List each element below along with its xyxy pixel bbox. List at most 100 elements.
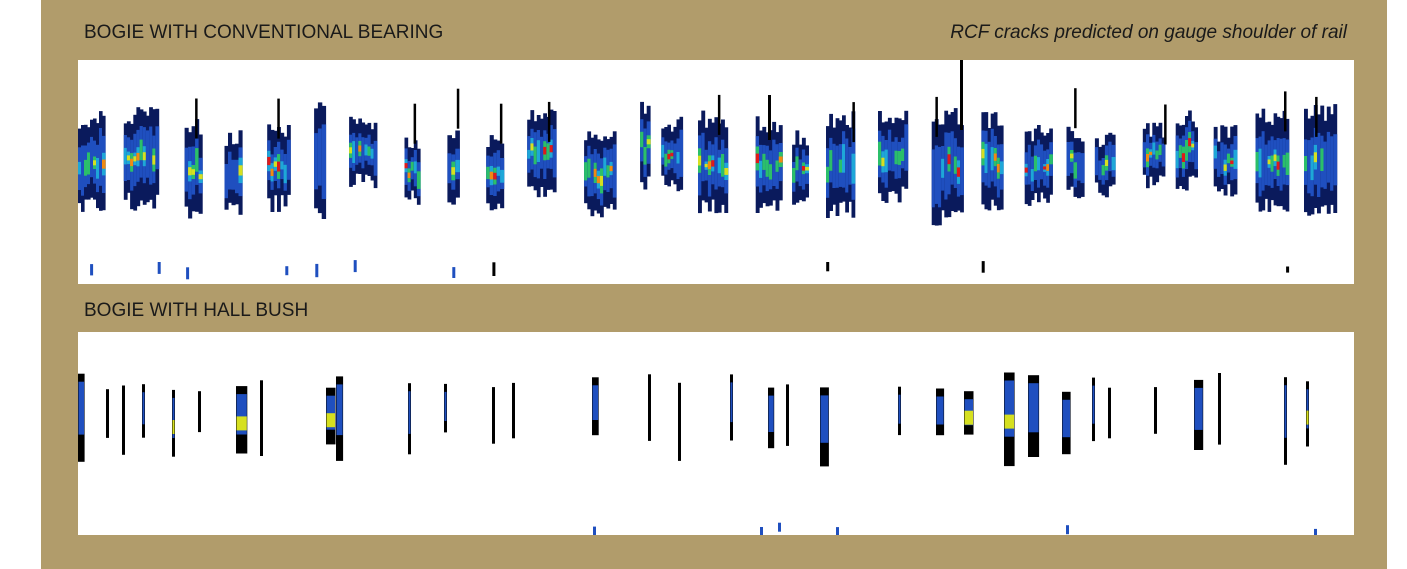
- crack-core: [838, 159, 843, 173]
- crack-band: [149, 126, 153, 185]
- crack-band: [1004, 380, 1015, 437]
- crack-band: [931, 149, 936, 208]
- crack-peak: [1313, 152, 1318, 163]
- crack-core: [546, 143, 551, 160]
- crack-peak: [273, 161, 278, 167]
- crack-core: [1049, 154, 1053, 165]
- crack-dot: [1286, 266, 1290, 273]
- crack-mark: [648, 374, 651, 441]
- crack-tick: [413, 103, 417, 144]
- crack-core: [894, 150, 899, 165]
- crack-dot: [186, 267, 190, 280]
- crack-peak: [404, 163, 409, 169]
- crack-core: [1255, 152, 1260, 172]
- crack-mark: [106, 389, 109, 438]
- crack-band: [155, 126, 160, 170]
- crack-core: [370, 148, 375, 159]
- crack-band: [798, 159, 803, 187]
- crack-core: [410, 161, 415, 171]
- crack-core: [953, 156, 958, 174]
- crack-core: [661, 144, 665, 158]
- crack-band: [1317, 132, 1321, 197]
- crack-core: [606, 165, 611, 178]
- crack-core: [500, 169, 505, 183]
- crack-band: [887, 129, 892, 171]
- crack-core: [486, 166, 491, 180]
- crack-mark: [122, 385, 125, 455]
- crack-core: [1213, 145, 1218, 159]
- crack-band: [228, 151, 233, 190]
- crack-dot: [760, 527, 763, 535]
- crack-band: [90, 136, 94, 178]
- crack-core: [1111, 157, 1116, 171]
- crack-band: [1092, 385, 1095, 424]
- crack-band: [447, 153, 452, 184]
- crack-core: [765, 159, 770, 177]
- crack-band: [820, 395, 829, 443]
- crack-band: [768, 395, 774, 432]
- crack-band: [1307, 140, 1312, 194]
- crack-tick: [1315, 96, 1318, 137]
- crack-band: [1066, 142, 1071, 176]
- crack-band: [1142, 142, 1147, 168]
- crack-core: [826, 166, 830, 183]
- crack-peak: [489, 171, 494, 180]
- crack-band: [231, 159, 236, 190]
- crack-core: [721, 154, 725, 177]
- crack-core: [901, 148, 905, 161]
- crack-core: [1037, 157, 1041, 171]
- crack-core: [455, 159, 460, 173]
- crack-peak: [1191, 143, 1195, 148]
- crack-peak: [270, 168, 275, 176]
- crack-peak: [778, 156, 783, 163]
- crack-band: [81, 145, 85, 196]
- crack-band: [1306, 389, 1309, 429]
- crack-band: [1326, 131, 1331, 183]
- crack-core: [1175, 150, 1180, 169]
- crack-peak: [543, 146, 547, 155]
- crack-mark: [492, 387, 495, 444]
- crack-peak: [947, 154, 952, 165]
- crack-tick: [277, 98, 280, 139]
- crack-peak: [670, 152, 674, 157]
- crack-peak: [1276, 161, 1281, 170]
- crack-band: [236, 394, 247, 435]
- crack-band: [891, 141, 896, 172]
- crack-band: [1194, 142, 1198, 170]
- crack-peak: [267, 156, 272, 166]
- crack-core: [1155, 150, 1160, 160]
- crack-core: [603, 157, 607, 176]
- crack-core: [842, 144, 846, 173]
- crack-peak: [236, 416, 247, 431]
- crack-band: [1077, 152, 1082, 181]
- crack-tick: [547, 101, 551, 142]
- crack-band: [361, 137, 366, 169]
- crack-band: [1220, 142, 1225, 174]
- crack-tick: [960, 60, 963, 130]
- crack-core: [717, 157, 722, 174]
- crack-peak: [493, 172, 498, 180]
- crack-band: [1027, 144, 1032, 185]
- crack-peak: [981, 148, 986, 159]
- crack-band: [172, 397, 175, 438]
- crack-band: [950, 131, 955, 185]
- crack-mark: [1154, 387, 1157, 434]
- crack-band: [1194, 387, 1203, 430]
- crack-core: [84, 159, 88, 176]
- crack-band: [673, 143, 677, 174]
- crack-peak: [126, 155, 131, 161]
- crack-core: [1030, 169, 1035, 182]
- crack-band: [714, 137, 719, 190]
- crack-core: [1270, 155, 1275, 172]
- crack-core: [280, 161, 285, 170]
- rcf-plot-hall-bush: [78, 332, 1354, 535]
- crack-core: [851, 153, 856, 184]
- crack-peak: [609, 165, 614, 172]
- crack-peak: [142, 152, 147, 161]
- crack-dot: [452, 267, 456, 278]
- crack-core: [1101, 165, 1106, 176]
- crack-peak: [996, 164, 1001, 173]
- crack-core: [676, 152, 681, 164]
- panel-caption-hall-bush: BOGIE WITH HALL BUSH: [84, 300, 309, 321]
